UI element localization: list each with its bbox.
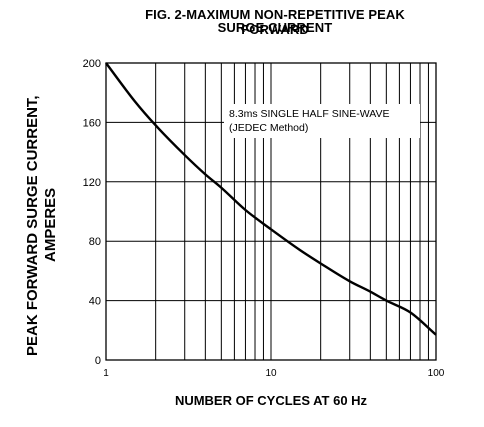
y-tick-label-200: 200 bbox=[83, 58, 101, 70]
y-tick-label-80: 80 bbox=[89, 236, 101, 248]
annotation-line2: (JEDEC Method) bbox=[229, 122, 308, 134]
y-axis-label-line1: PEAK FORWARD SURGE CURRENT, bbox=[24, 95, 41, 356]
y-tick-label-40: 40 bbox=[89, 296, 101, 308]
x-tick-label-1: 1 bbox=[103, 368, 109, 379]
x-tick-label-10: 10 bbox=[265, 368, 277, 379]
x-axis-label: NUMBER OF CYCLES AT 60 Hz bbox=[174, 393, 368, 408]
y-axis-label-line2: AMPERES bbox=[42, 187, 59, 262]
y-tick-label-120: 120 bbox=[83, 177, 101, 189]
y-tick-label-160: 160 bbox=[83, 117, 101, 129]
chart-title-line1: FIG. 2-MAXIMUM NON-REPETITIVE PEAK FORWA… bbox=[145, 7, 405, 37]
chart-title-line2: SURGE CURRENT bbox=[217, 20, 333, 35]
y-tick-labels: 0 40 80 120 160 200 bbox=[83, 58, 101, 367]
surge-current-curve bbox=[105, 62, 437, 336]
y-tick-label-0: 0 bbox=[95, 355, 101, 367]
x-tick-label-100: 100 bbox=[428, 368, 445, 379]
plot-frame bbox=[105, 62, 437, 361]
x-tick-labels: 1 10 100 bbox=[103, 368, 445, 379]
annotation-background bbox=[224, 104, 420, 138]
annotation-line1: 8.3ms SINGLE HALF SINE-WAVE bbox=[229, 108, 389, 120]
